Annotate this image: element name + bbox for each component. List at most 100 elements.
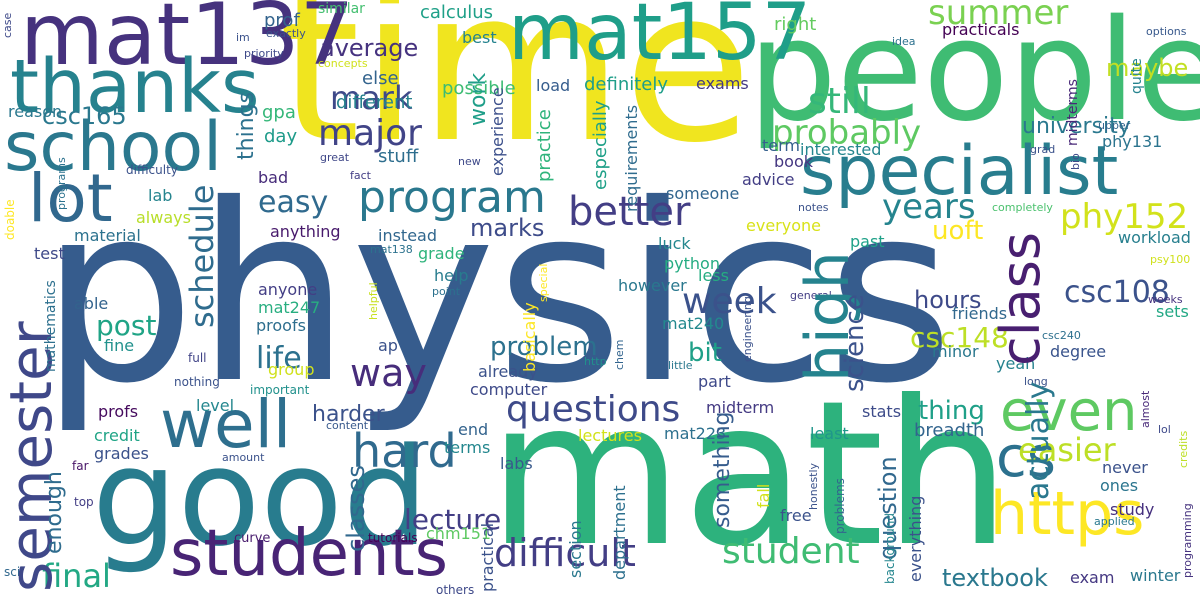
word-important: important — [250, 383, 310, 397]
word-group: group — [268, 360, 315, 379]
word-else: else — [362, 68, 399, 89]
word-week: week — [682, 281, 777, 322]
word-right: right — [774, 14, 817, 35]
word-time: time — [278, 0, 753, 189]
word-hours: hours — [914, 286, 982, 314]
word-definitely: definitely — [584, 74, 669, 95]
word-easier: easier — [1018, 431, 1116, 469]
word-phy131: phy131 — [1102, 132, 1163, 151]
word-lot: lot — [28, 160, 113, 237]
word-material: material — [74, 226, 141, 245]
word-basically: basically — [520, 302, 539, 372]
word-friends: friends — [952, 304, 1008, 323]
word-credits: credits — [1177, 430, 1190, 468]
word-difficulty: difficulty — [126, 163, 178, 177]
word-stuff: stuff — [378, 146, 419, 167]
word-probably: probably — [772, 113, 922, 153]
word-almost: almost — [1139, 390, 1152, 428]
word-study: study — [1110, 500, 1155, 519]
word-experience: experience — [488, 87, 507, 176]
word-im: im — [236, 31, 250, 44]
word-something: something — [710, 411, 735, 528]
word-things: things — [234, 91, 259, 160]
word-bad: bad — [258, 168, 289, 187]
word-cs: cs — [996, 425, 1056, 490]
word-chem: chem — [613, 339, 626, 370]
word-advice: advice — [742, 170, 795, 189]
word-already: already — [478, 362, 538, 381]
word-great: great — [320, 151, 350, 164]
word-workload: workload — [1118, 228, 1191, 247]
word-breadth: breadth — [914, 420, 985, 441]
word-engineering: engineering — [741, 296, 754, 362]
word-load: load — [536, 76, 571, 95]
word-difficult: difficult — [494, 531, 636, 575]
word-top: top — [74, 495, 94, 509]
word-degree: degree — [1050, 342, 1107, 361]
word-day: day — [264, 126, 298, 147]
word-mathematics: mathematics — [43, 280, 59, 372]
word-possible: possible — [442, 78, 516, 99]
word-profs: profs — [98, 402, 139, 421]
word-average: average — [320, 34, 419, 62]
word-sets: sets — [1156, 302, 1189, 321]
word-csc240: csc240 — [1042, 329, 1081, 342]
word-science: science — [840, 294, 870, 392]
word-final: final — [42, 557, 111, 595]
word-past: past — [850, 232, 885, 251]
word-phy152: phy152 — [1060, 197, 1189, 237]
word-requirements: requirements — [622, 104, 641, 212]
word-anything: anything — [270, 222, 341, 241]
word-mark: mark — [330, 79, 413, 117]
word-part: part — [698, 372, 731, 391]
word-different: different — [336, 92, 413, 113]
word-practicals: practicals — [942, 20, 1020, 39]
word-maybe: maybe — [1106, 54, 1189, 82]
word-marks: marks — [470, 214, 545, 242]
word-new: new — [458, 155, 481, 168]
word-thing: thing — [918, 396, 985, 426]
word-bio: bio — [1069, 153, 1082, 170]
word-background: background — [883, 513, 897, 584]
word-however: however — [618, 276, 687, 295]
word-enough: enough — [42, 471, 67, 554]
word-especially: especially — [590, 100, 611, 190]
word-book: book — [774, 152, 813, 171]
word-able: able — [74, 294, 109, 313]
word-full: full — [188, 351, 207, 365]
word-program: program — [358, 172, 546, 223]
word-curve: curve — [234, 531, 271, 546]
word-gpa: gpa — [262, 102, 296, 123]
word-notes: notes — [798, 201, 829, 214]
word-lectures: lectures — [578, 426, 642, 445]
word-better: better — [568, 189, 691, 235]
word-mat247: mat247 — [258, 298, 321, 317]
word-fact: fact — [350, 169, 371, 182]
word-department: department — [610, 485, 629, 580]
word-school: school — [4, 108, 223, 187]
word-far: far — [72, 459, 89, 473]
word-programs: programs — [55, 157, 68, 210]
word-chm151: chm151 — [426, 524, 492, 543]
word-yeah: yeah — [996, 354, 1036, 373]
word-concepts: concepts — [318, 57, 368, 70]
word-practice: practice — [534, 109, 555, 182]
word-others: others — [436, 583, 475, 597]
word-general: general — [790, 289, 832, 302]
word-csc165: csc165 — [42, 102, 127, 130]
word-life: life — [256, 341, 302, 376]
word-end: end — [458, 420, 489, 439]
word-little: little — [668, 359, 693, 372]
word-university: university — [1022, 114, 1131, 139]
word-luck: luck — [658, 234, 691, 253]
word-special: special — [537, 263, 550, 302]
word-mat240: mat240 — [662, 314, 725, 333]
word-term: term — [762, 136, 800, 155]
word-programming: programming — [1181, 503, 1194, 578]
word-hard: hard — [352, 424, 457, 478]
word-summer: summer — [928, 0, 1069, 33]
word-fine: fine — [104, 336, 135, 355]
word-psy100: psy100 — [1150, 253, 1191, 266]
word-honestly: honestly — [807, 462, 820, 510]
word-free: free — [780, 506, 812, 525]
